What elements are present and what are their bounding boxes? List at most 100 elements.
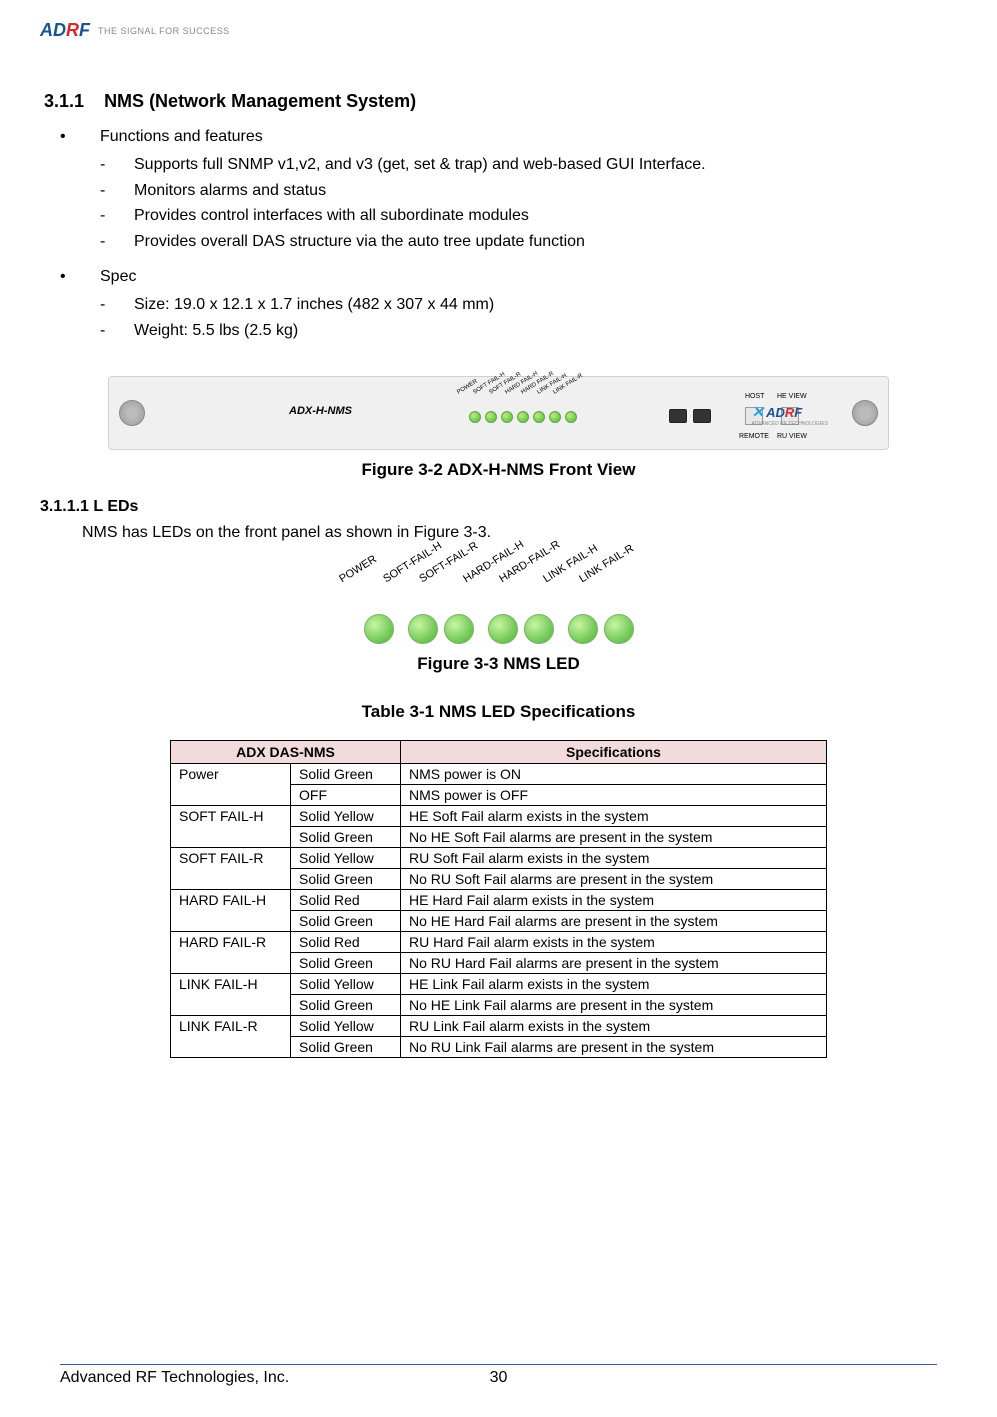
led-icon [549, 411, 561, 423]
table-cell-spec: No HE Link Fail alarms are present in th… [401, 994, 827, 1015]
list-item: -Monitors alarms and status [100, 178, 957, 204]
table-row: HARD FAIL-HSolid RedHE Hard Fail alarm e… [171, 889, 827, 910]
feature-text: Provides overall DAS structure via the a… [134, 229, 585, 255]
table-cell-spec: HE Link Fail alarm exists in the system [401, 973, 827, 994]
nms-led-label: POWER [337, 564, 386, 625]
page-footer: Advanced RF Technologies, Inc. 30 [60, 1364, 937, 1387]
list-item: -Weight: 5.5 lbs (2.5 kg) [100, 318, 957, 344]
section-heading: NMS (Network Management System) [104, 91, 416, 111]
adrf-logo-small: ✕ADRF ADVANCED RF TECHNOLOGIES [752, 403, 829, 427]
nms-led-figure: POWERSOFT-FAIL-HSOFT-FAIL-RHARD-FAIL-HHA… [339, 560, 659, 644]
bullet-spec-label: Spec [100, 268, 136, 286]
table-cell-spec: NMS power is OFF [401, 784, 827, 805]
logo-text-ad: AD [40, 20, 66, 40]
bullet-functions: • Functions and features [40, 128, 957, 146]
figure-3-3-caption: Figure 3-3 NMS LED [40, 654, 957, 674]
bullet-dot-icon: • [60, 268, 100, 286]
page-header: ADRF THE SIGNAL FOR SUCCESS [40, 20, 957, 41]
feature-text: Supports full SNMP v1,v2, and v3 (get, s… [134, 152, 706, 178]
table-cell-state: Solid Green [291, 868, 401, 889]
ru-view-label: RU VIEW [777, 433, 807, 441]
table-cell-state: OFF [291, 784, 401, 805]
table-cell-name: HARD FAIL-H [171, 889, 291, 931]
table-row: HARD FAIL-RSolid RedRU Hard Fail alarm e… [171, 931, 827, 952]
table-cell-state: Solid Yellow [291, 1015, 401, 1036]
subsection-heading: L EDs [93, 498, 138, 515]
table-cell-state: Solid Green [291, 910, 401, 931]
device-front-view-figure: ADX-H-NMS POWERSOFT FAIL-HSOFT FAIL-RHAR… [108, 376, 889, 450]
table-row: PowerSolid GreenNMS power is ON [171, 763, 827, 784]
table-cell-name: LINK FAIL-H [171, 973, 291, 1015]
table-row: SOFT FAIL-RSolid YellowRU Soft Fail alar… [171, 847, 827, 868]
table-header-spec: Specifications [401, 740, 827, 763]
table-cell-spec: RU Link Fail alarm exists in the system [401, 1015, 827, 1036]
table-row: SOFT FAIL-HSolid YellowHE Soft Fail alar… [171, 805, 827, 826]
table-cell-state: Solid Green [291, 952, 401, 973]
logo: ADRF [40, 20, 90, 41]
adrf-r: R [785, 405, 794, 420]
logo-text-f: F [79, 20, 90, 40]
led-icon [469, 411, 481, 423]
remote-label: REMOTE [739, 433, 769, 441]
table-cell-state: Solid Green [291, 763, 401, 784]
led-icon [485, 411, 497, 423]
bullet-dot-icon: • [60, 128, 100, 146]
figure-3-2-caption: Figure 3-2 ADX-H-NMS Front View [40, 460, 957, 480]
device-label: ADX-H-NMS [289, 405, 352, 417]
table-cell-state: Solid Green [291, 994, 401, 1015]
table-cell-spec: No HE Soft Fail alarms are present in th… [401, 826, 827, 847]
adrf-x-icon: ✕ [752, 404, 765, 421]
host-label: HOST [745, 393, 764, 401]
table-cell-name: Power [171, 763, 291, 805]
table-body: PowerSolid GreenNMS power is ONOFFNMS po… [171, 763, 827, 1057]
table-cell-name: SOFT FAIL-H [171, 805, 291, 847]
spec-list: -Size: 19.0 x 12.1 x 1.7 inches (482 x 3… [40, 292, 957, 343]
led-icon [565, 411, 577, 423]
logo-text-r: R [66, 20, 79, 40]
table-cell-name: HARD FAIL-R [171, 931, 291, 973]
led-icon [501, 411, 513, 423]
section-title: 3.1.1 NMS (Network Management System) [40, 91, 957, 112]
table-cell-spec: RU Hard Fail alarm exists in the system [401, 931, 827, 952]
adrf-ad: AD [766, 405, 785, 420]
nms-led: LINK FAIL-R [604, 560, 634, 644]
table-cell-spec: HE Hard Fail alarm exists in the system [401, 889, 827, 910]
spec-text: Size: 19.0 x 12.1 x 1.7 inches (482 x 30… [134, 292, 494, 318]
table-cell-spec: HE Soft Fail alarm exists in the system [401, 805, 827, 826]
table-cell-state: Solid Yellow [291, 973, 401, 994]
ethernet-port-icon [693, 409, 711, 423]
footer-page-number: 30 [490, 1369, 508, 1387]
subsection-number: 3.1.1.1 [40, 498, 89, 515]
list-item: -Provides overall DAS structure via the … [100, 229, 957, 255]
feature-text: Monitors alarms and status [134, 178, 326, 204]
list-item: -Size: 19.0 x 12.1 x 1.7 inches (482 x 3… [100, 292, 957, 318]
spec-text: Weight: 5.5 lbs (2.5 kg) [134, 318, 298, 344]
ethernet-port-icon [669, 409, 687, 423]
screw-icon [119, 400, 145, 426]
adrf-f: F [794, 405, 802, 420]
table-cell-spec: NMS power is ON [401, 763, 827, 784]
table-cell-spec: No RU Link Fail alarms are present in th… [401, 1036, 827, 1057]
screw-icon [852, 400, 878, 426]
feature-text: Provides control interfaces with all sub… [134, 203, 529, 229]
logo-tagline: THE SIGNAL FOR SUCCESS [98, 26, 230, 36]
table-row: LINK FAIL-RSolid YellowRU Link Fail alar… [171, 1015, 827, 1036]
table-3-1-caption: Table 3-1 NMS LED Specifications [40, 702, 957, 722]
device-led-row: POWERSOFT FAIL-HSOFT FAIL-RHARD FAIL-HHA… [469, 387, 577, 423]
bullet-functions-label: Functions and features [100, 128, 263, 146]
table-cell-name: SOFT FAIL-R [171, 847, 291, 889]
table-cell-state: Solid Green [291, 826, 401, 847]
led-icon [517, 411, 529, 423]
table-cell-spec: RU Soft Fail alarm exists in the system [401, 847, 827, 868]
table-cell-state: Solid Red [291, 889, 401, 910]
subsection-title: 3.1.1.1 L EDs [40, 498, 957, 516]
he-view-label: HE VIEW [777, 393, 807, 401]
led-specifications-table: ADX DAS-NMS Specifications PowerSolid Gr… [170, 740, 827, 1058]
adrf-subtitle: ADVANCED RF TECHNOLOGIES [752, 421, 829, 427]
table-cell-state: Solid Yellow [291, 847, 401, 868]
section-number: 3.1.1 [44, 91, 84, 111]
features-list: -Supports full SNMP v1,v2, and v3 (get, … [40, 152, 957, 254]
table-cell-state: Solid Green [291, 1036, 401, 1057]
table-row: LINK FAIL-HSolid YellowHE Link Fail alar… [171, 973, 827, 994]
list-item: -Supports full SNMP v1,v2, and v3 (get, … [100, 152, 957, 178]
